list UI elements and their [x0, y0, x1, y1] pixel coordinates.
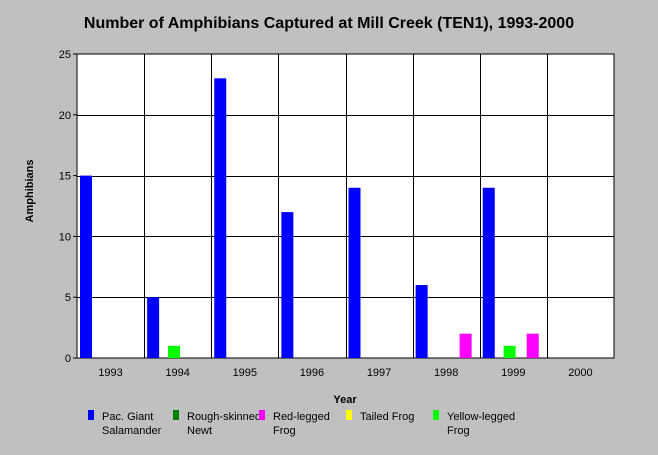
legend-label: Pac. Giant	[102, 411, 153, 423]
legend-label: Frog	[447, 425, 470, 437]
y-tick-label: 0	[65, 353, 71, 365]
legend-label: Tailed Frog	[360, 411, 414, 423]
bar	[503, 345, 516, 358]
legend-label: Red-legged	[273, 411, 330, 423]
y-tick-label: 5	[65, 292, 71, 304]
legend-label: Frog	[273, 425, 296, 437]
x-tick-label: 1999	[501, 367, 525, 379]
y-tick-label: 20	[59, 110, 71, 122]
x-tick-label: 1995	[233, 367, 257, 379]
legend-label: Yellow-legged	[447, 411, 515, 423]
bar	[459, 333, 472, 358]
legend-label: Newt	[187, 425, 212, 437]
legend-swatch	[88, 410, 94, 420]
legend-item: Rough-skinned Newt	[173, 410, 261, 437]
x-tick-label: 1996	[300, 367, 324, 379]
x-tick-label: 1997	[367, 367, 391, 379]
bar	[168, 345, 180, 358]
legend-item: Pac. Giant Salamander	[88, 410, 162, 437]
bar	[281, 212, 294, 358]
x-tick-label: 1994	[165, 367, 189, 379]
legend-item: Tailed Frog	[346, 410, 414, 423]
x-axis-ticks: 1993 1994 1995 1996 1997 1998 1999 2000	[98, 367, 592, 379]
bars	[80, 78, 539, 358]
legend-item: Red-legged Frog	[259, 410, 330, 437]
x-axis-label: Year	[333, 394, 357, 406]
bar	[147, 297, 160, 358]
x-tick-label: 1993	[98, 367, 122, 379]
legend: Pac. Giant Salamander Rough-skinned Newt Red…	[88, 410, 515, 437]
bar	[526, 333, 539, 358]
chart-title: Number of Amphibians Captured at Mill Cr…	[84, 15, 574, 32]
grid-lines	[77, 54, 614, 358]
bar	[415, 285, 428, 358]
legend-item: Yellow-legged Frog	[433, 410, 515, 437]
bar	[482, 187, 495, 358]
y-axis-label: Amphibians	[24, 160, 36, 223]
legend-label: Salamander	[102, 425, 162, 437]
legend-swatch	[173, 410, 179, 420]
bar	[214, 78, 227, 358]
legend-label: Rough-skinned	[187, 411, 261, 423]
y-tick-label: 25	[59, 49, 71, 61]
x-tick-label: 2000	[568, 367, 592, 379]
x-tick-label: 1998	[434, 367, 458, 379]
bar	[348, 187, 361, 358]
legend-swatch	[259, 410, 265, 420]
plot-area	[76, 53, 615, 359]
legend-swatch	[346, 410, 352, 420]
bar	[80, 175, 92, 358]
legend-swatch	[433, 410, 439, 420]
y-tick-label: 10	[59, 231, 71, 243]
y-axis-ticks: 0 5 10 15 20 25	[59, 49, 77, 365]
y-tick-label: 15	[59, 171, 71, 183]
